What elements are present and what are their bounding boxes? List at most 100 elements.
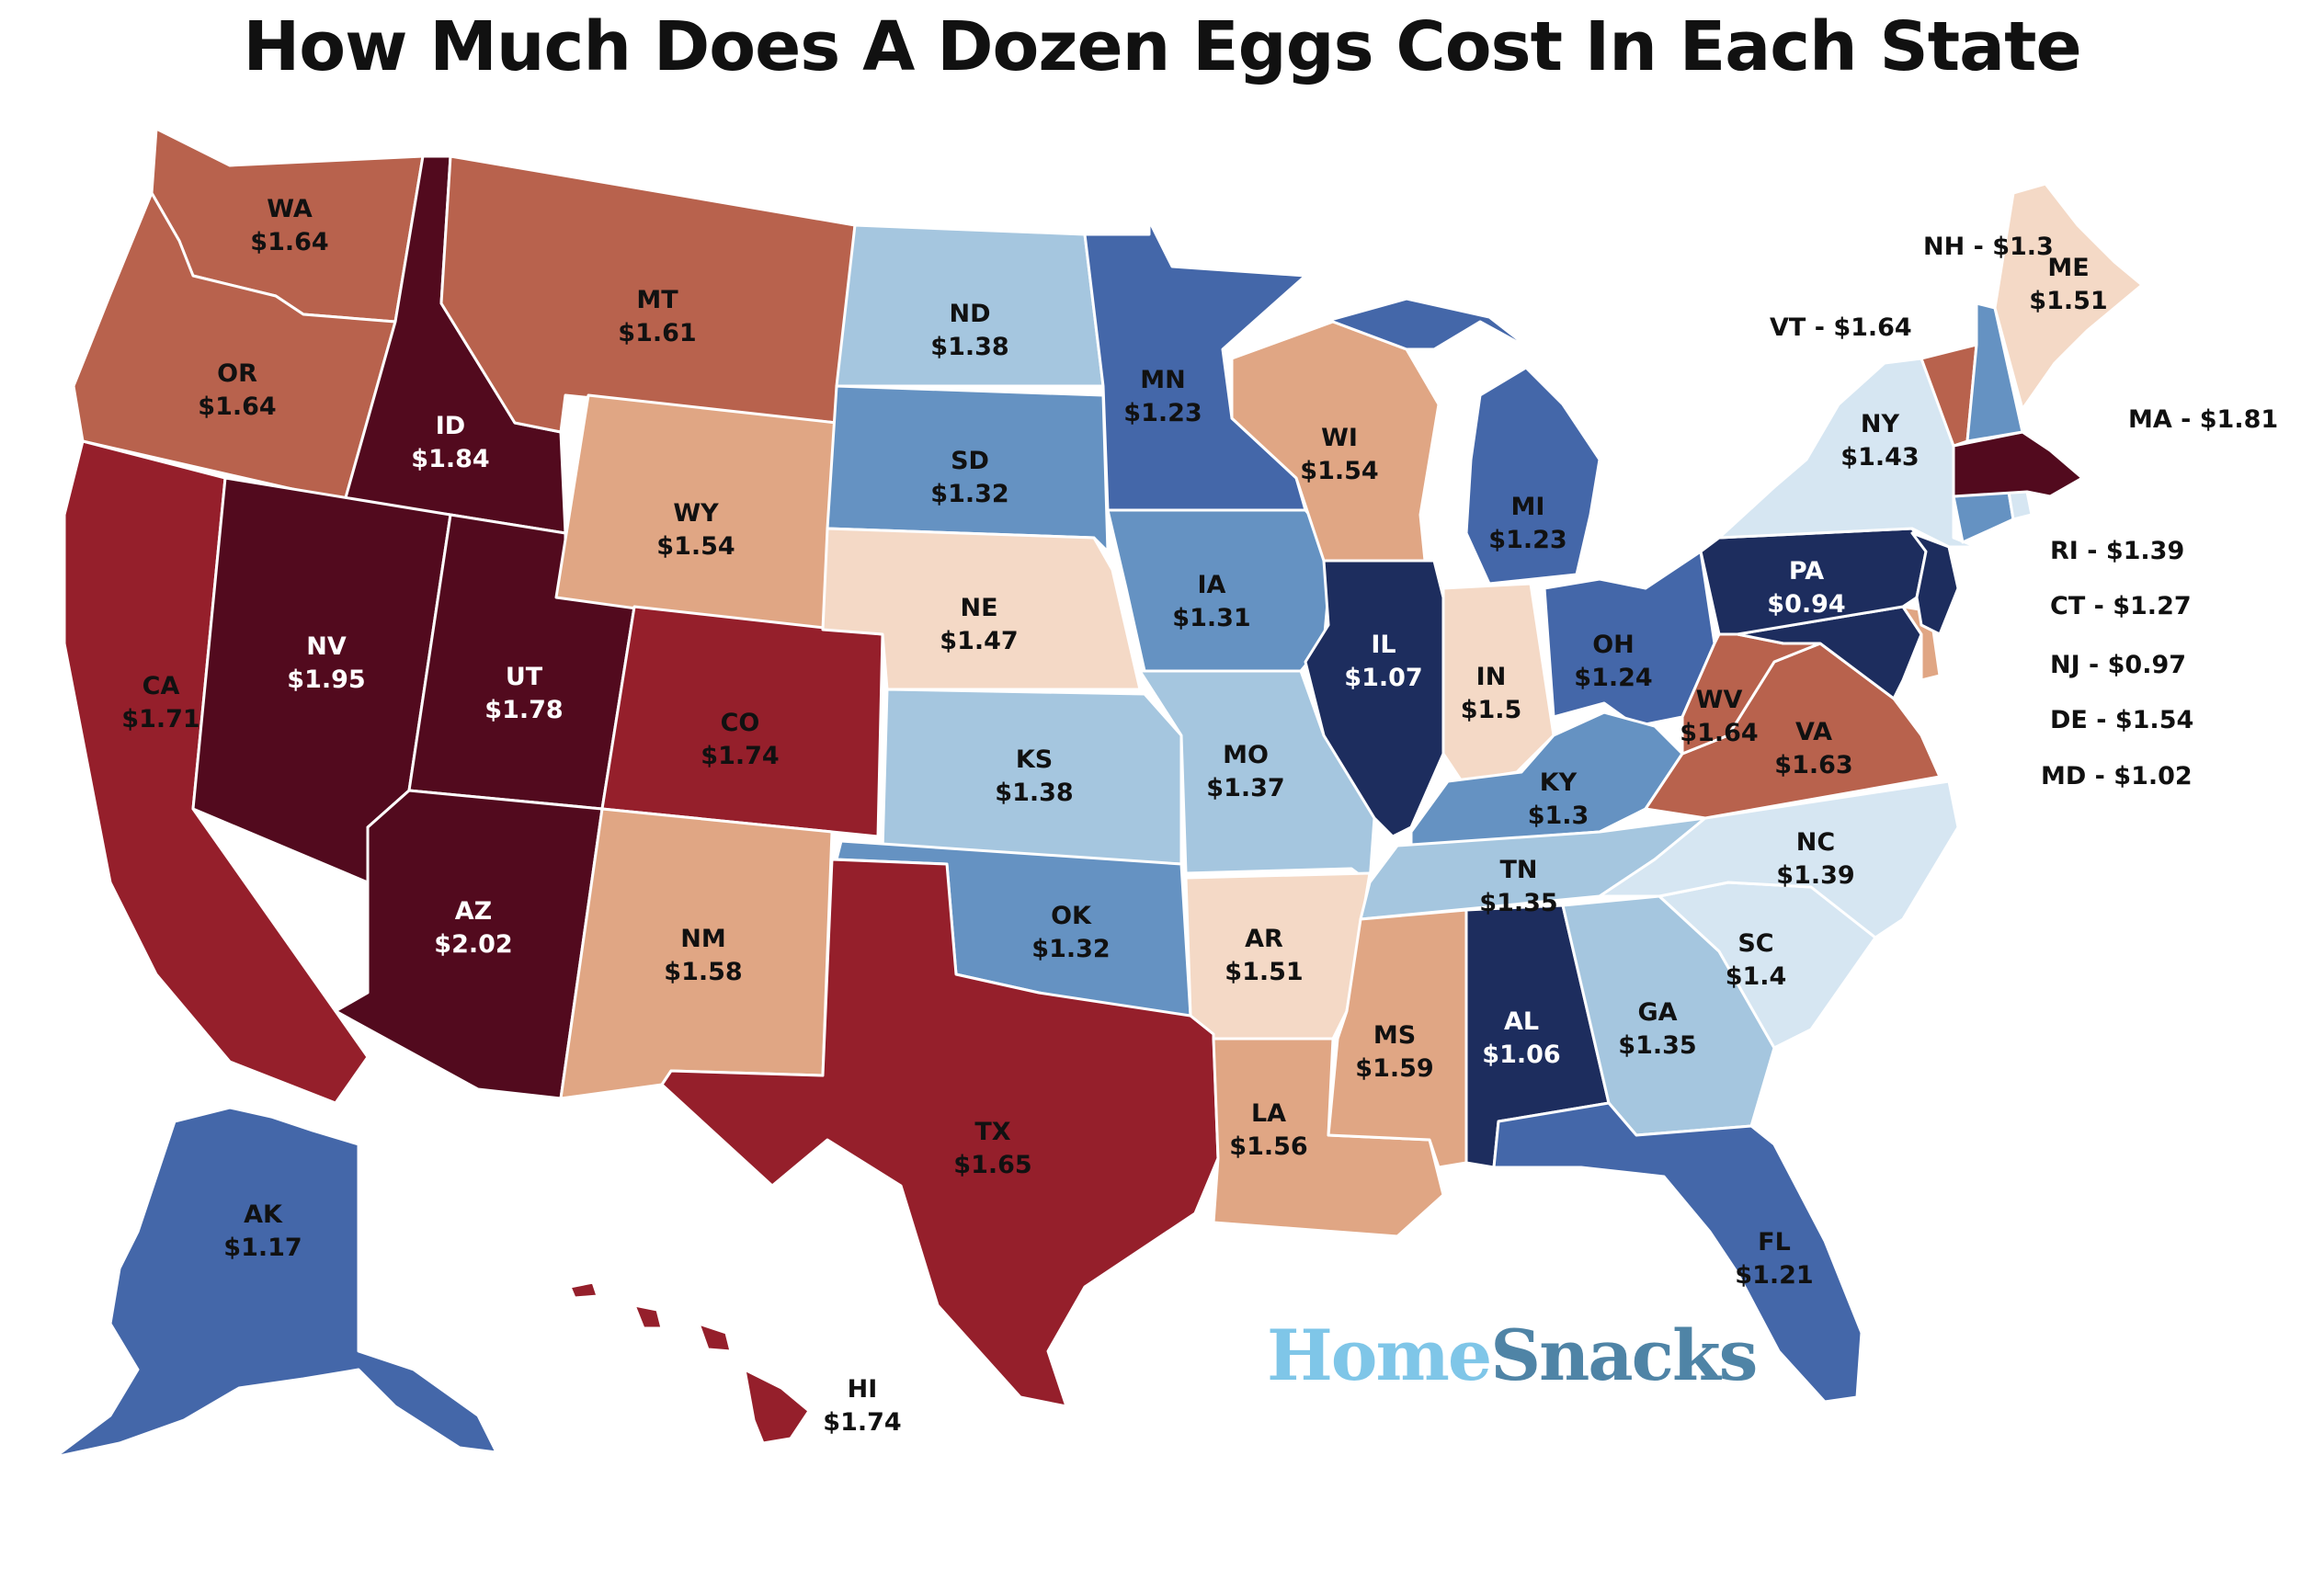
state-ma[interactable] [1952,430,2084,498]
label-sd-price: $1.32 [930,480,1008,508]
label-ga-abbr: GA [1637,998,1677,1027]
state-fl[interactable] [1492,1101,1863,1404]
state-nc[interactable] [1598,779,1960,939]
state-nj[interactable] [1910,531,1960,636]
label-co-price: $1.74 [701,742,779,770]
label-il-price: $1.07 [1344,664,1422,692]
label-hi-abbr: HI [848,1375,878,1404]
label-ar-abbr: AR [1245,925,1283,953]
state-la[interactable] [1212,1037,1445,1238]
state-ar[interactable] [1184,871,1372,1041]
side-label-ri: RI - $1.39 [2050,537,2184,565]
label-ar-price: $1.51 [1225,958,1303,986]
state-il[interactable] [1304,559,1445,838]
label-ne-abbr: NE [960,594,997,622]
state-ri[interactable] [2007,490,2034,521]
label-me-price: $1.51 [2029,287,2107,315]
label-in-price: $1.5 [1461,696,1522,724]
label-wa-abbr: WA [267,195,313,223]
state-mi[interactable] [1322,297,1601,586]
label-ms-price: $1.59 [1355,1054,1433,1083]
label-ak-price: $1.17 [223,1234,302,1262]
state-mn[interactable] [1083,219,1307,512]
label-va-abbr: VA [1795,718,1832,746]
label-nc-price: $1.39 [1776,861,1854,890]
label-az-abbr: AZ [455,897,492,926]
side-label-nh: NH - $1.3 [1923,233,2054,261]
label-nv-abbr: NV [306,632,347,661]
label-pa-price: $0.94 [1767,590,1845,619]
label-tn-abbr: TN [1499,856,1537,884]
label-tx-price: $1.65 [953,1151,1031,1179]
side-label-nj: NJ - $0.97 [2050,651,2186,679]
side-label-vt: VT - $1.64 [1770,313,1912,342]
label-nd-abbr: ND [949,300,990,328]
label-tx-abbr: TX [974,1118,1010,1146]
state-ct[interactable] [1952,490,2015,544]
label-wi-abbr: WI [1321,424,1358,452]
label-mo-abbr: MO [1223,741,1269,769]
state-nh[interactable] [1965,301,2024,443]
side-label-ma: MA - $1.81 [2128,405,2278,434]
label-al-price: $1.06 [1482,1041,1560,1069]
label-mn-abbr: MN [1140,366,1185,394]
label-ks-abbr: KS [1016,745,1053,774]
label-al-abbr: AL [1504,1007,1539,1036]
state-tx[interactable] [660,858,1220,1408]
label-wv-abbr: WV [1696,686,1743,714]
label-nm-abbr: NM [680,925,725,953]
label-ut-price: $1.78 [484,696,563,724]
side-label-ct: CT - $1.27 [2050,592,2192,620]
label-ut-abbr: UT [506,663,543,691]
label-sd-abbr: SD [951,447,989,475]
state-ks[interactable] [881,688,1183,866]
label-ca-abbr: CA [142,672,180,700]
label-ms-abbr: MS [1373,1021,1416,1050]
label-mt-price: $1.61 [618,319,696,347]
label-mn-price: $1.23 [1123,399,1202,427]
state-sd[interactable] [826,384,1110,553]
label-hi-price: $1.74 [823,1408,901,1437]
label-oh-abbr: OH [1592,631,1635,659]
label-ny-abbr: NY [1861,410,1900,438]
label-tn-price: $1.35 [1479,889,1557,917]
label-id-price: $1.84 [411,445,489,473]
label-va-price: $1.63 [1774,751,1852,779]
label-ny-price: $1.43 [1840,443,1919,472]
label-la-price: $1.56 [1229,1132,1307,1161]
label-ia-price: $1.31 [1172,604,1250,632]
logo-home: Home [1267,1314,1492,1396]
state-ne[interactable] [821,527,1142,691]
label-in-abbr: IN [1476,663,1507,691]
label-ia-abbr: IA [1198,571,1226,599]
label-az-price: $2.02 [434,930,512,959]
label-mt-abbr: MT [636,286,678,314]
label-ks-price: $1.38 [995,779,1073,807]
label-co-abbr: CO [721,709,760,737]
label-oh-price: $1.24 [1574,664,1652,692]
label-ne-price: $1.47 [940,627,1018,655]
label-wi-price: $1.54 [1300,457,1378,485]
label-la-abbr: LA [1251,1099,1286,1128]
label-ok-price: $1.32 [1031,935,1110,963]
state-me[interactable] [1993,182,2144,411]
label-mi-abbr: MI [1511,493,1545,521]
label-ky-price: $1.3 [1528,802,1589,830]
state-ak[interactable] [53,1106,498,1459]
state-co[interactable] [600,605,884,838]
side-label-de: DE - $1.54 [2050,706,2193,734]
side-label-md: MD - $1.02 [2041,762,2193,790]
label-or-price: $1.64 [198,392,276,421]
label-me-abbr: ME [2047,254,2089,282]
label-nd-price: $1.38 [930,333,1008,361]
label-il-abbr: IL [1371,631,1396,659]
label-ak-abbr: AK [244,1200,283,1229]
logo-snacks: Snacks [1490,1314,1758,1396]
homesnacks-logo: HomeSnacks [1267,1314,1758,1396]
label-mi-price: $1.23 [1488,526,1566,554]
state-nm[interactable] [559,807,834,1100]
label-or-abbr: OR [217,359,257,388]
state-hi[interactable] [568,1280,811,1445]
label-nm-price: $1.58 [664,958,742,986]
